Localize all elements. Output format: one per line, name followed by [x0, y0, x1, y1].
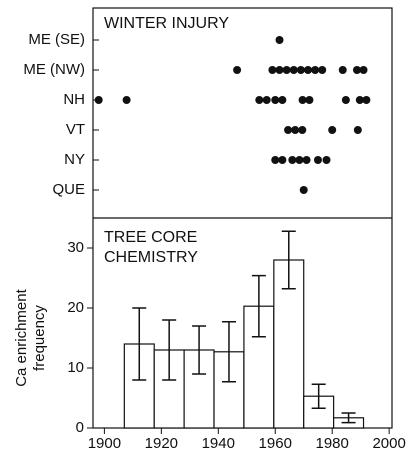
point — [282, 66, 291, 74]
y-tick-label: NY — [64, 151, 85, 168]
point — [313, 156, 322, 164]
y-tick-label: 20 — [67, 299, 84, 316]
y-tick-label: 0 — [76, 419, 84, 436]
error-bar — [341, 412, 356, 424]
error-bar — [281, 230, 296, 290]
point — [299, 186, 308, 194]
point — [355, 96, 364, 104]
error-bar — [162, 319, 177, 381]
point — [94, 96, 103, 104]
bottom-title: TREE CORE CHEMISTRY — [104, 229, 198, 266]
top-title: WINTER INJURY — [104, 15, 230, 32]
point — [262, 96, 271, 104]
point — [289, 66, 298, 74]
error-bar — [311, 383, 326, 409]
y-tick-label: VT — [66, 121, 85, 138]
error-bar — [192, 325, 207, 375]
x-tick-label: 1920 — [145, 435, 178, 452]
y-tick-label: 30 — [67, 239, 84, 256]
point — [359, 66, 368, 74]
point — [311, 66, 320, 74]
point — [298, 126, 307, 134]
point — [275, 66, 284, 74]
y-tick-label: 10 — [67, 359, 84, 376]
point — [295, 156, 304, 164]
point — [353, 126, 362, 134]
point — [305, 96, 314, 104]
point — [271, 96, 280, 104]
error-bar — [251, 274, 266, 338]
point — [278, 96, 287, 104]
point — [322, 156, 331, 164]
x-tick-label: 1980 — [316, 435, 349, 452]
point — [271, 156, 280, 164]
point — [298, 96, 307, 104]
point — [278, 156, 287, 164]
point — [318, 66, 327, 74]
point — [352, 66, 361, 74]
point — [296, 66, 305, 74]
y-tick-label: NH — [63, 91, 85, 108]
point — [362, 96, 371, 104]
x-tick-label: 1940 — [202, 435, 235, 452]
point — [233, 66, 242, 74]
point — [302, 156, 311, 164]
y-tick-label: ME (SE) — [28, 31, 85, 48]
point — [303, 66, 312, 74]
y-tick-label: QUE — [52, 181, 85, 198]
x-tick-label: 1900 — [88, 435, 121, 452]
point — [338, 66, 347, 74]
x-tick-label: 1960 — [259, 435, 292, 452]
y-axis-label: Ca enrichment frequency — [13, 289, 48, 387]
point — [268, 66, 277, 74]
error-bar — [132, 307, 147, 381]
point — [122, 96, 131, 104]
point — [341, 96, 350, 104]
point — [255, 96, 264, 104]
x-tick-label: 2000 — [372, 435, 405, 452]
error-bar — [221, 321, 236, 383]
point — [288, 156, 297, 164]
y-tick-label: ME (NW) — [23, 61, 85, 78]
point — [291, 126, 300, 134]
point — [328, 126, 337, 134]
point — [284, 126, 293, 134]
point — [275, 36, 284, 44]
